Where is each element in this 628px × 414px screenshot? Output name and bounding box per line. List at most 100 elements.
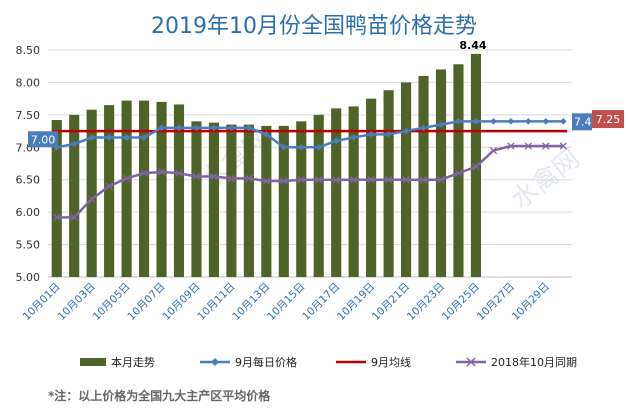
x-axis: 10月01日10月03日10月05日10月07日10月09日10月11日10月1…: [21, 281, 552, 323]
bar: [278, 125, 289, 277]
bar: [156, 101, 167, 277]
last-year-point: [524, 142, 532, 150]
last-year-point: [559, 142, 567, 150]
legend-swatch-daily: [200, 358, 230, 366]
bar: [348, 106, 359, 277]
bar-series: [51, 53, 481, 278]
last-year-point: [175, 169, 183, 177]
daily-point: [385, 131, 392, 138]
bar: [418, 75, 429, 277]
daily-point: [70, 140, 78, 148]
last-year-point: [192, 172, 201, 181]
y-tick-label: 5.00: [16, 271, 41, 284]
y-tick-label: 8.00: [16, 76, 41, 89]
last-year-point: [210, 172, 218, 181]
daily-point: [297, 143, 305, 151]
daily-line: [56, 120, 564, 149]
last-year-point: [367, 176, 375, 184]
bar: [173, 104, 185, 277]
last-year-point: [105, 182, 113, 190]
daily-point: [455, 118, 462, 125]
last-year-point: [245, 174, 253, 183]
legend-label-lastyear: 2018年10月同期: [491, 356, 577, 369]
last-year-point: [53, 213, 61, 221]
daily-point: [490, 118, 497, 125]
y-axis: 5.005.506.006.507.007.508.008.50: [16, 44, 41, 284]
last-year-point: [489, 146, 498, 155]
bar: [86, 109, 97, 277]
data-labels: 8.44 7.00 7.4 7.25: [28, 39, 624, 148]
daily-point: [158, 124, 165, 132]
daily-point: [88, 134, 95, 141]
daily-point: [402, 127, 410, 135]
daily-point: [228, 124, 235, 132]
y-tick-label: 6.00: [16, 206, 41, 219]
legend: 本月走势 9月每日价格 9月均线 2018年10月同期: [0, 354, 628, 370]
end-label: 7.4: [574, 115, 592, 128]
max-bar-label: 8.44: [459, 39, 486, 52]
daily-point: [332, 137, 340, 145]
last-year-point: [88, 195, 96, 203]
last-year-line: [56, 144, 564, 219]
bar: [139, 100, 150, 278]
footnote: *注：以上价格为全国九大主产区平均价格: [48, 389, 271, 403]
legend-item-avg: 9月均线: [336, 354, 411, 370]
legend-label-avg: 9月均线: [371, 356, 411, 369]
daily-point: [525, 118, 532, 125]
daily-point: [210, 124, 218, 132]
daily-point: [542, 118, 550, 125]
last-year-point: [122, 174, 131, 183]
last-year-point: [472, 163, 480, 171]
last-year-point: [315, 176, 323, 184]
y-tick-label: 5.50: [16, 239, 41, 252]
last-year-point: [542, 142, 550, 150]
bar: [383, 90, 394, 277]
last-year-point: [262, 177, 270, 185]
daily-point: [315, 143, 323, 151]
last-year-point: [507, 142, 515, 150]
last-year-point: [384, 176, 393, 184]
start-label: 7.00: [31, 133, 56, 146]
daily-point: [559, 118, 567, 125]
daily-point: [193, 124, 200, 132]
legend-swatch-lastyear: [456, 357, 486, 367]
legend-item-lastyear: 2018年10月同期: [456, 354, 577, 370]
y-tick-label: 7.50: [16, 109, 41, 122]
daily-point: [175, 124, 183, 132]
last-year-point: [70, 213, 78, 221]
bar: [208, 122, 219, 277]
y-tick-label: 8.50: [16, 44, 41, 57]
legend-label-bar: 本月走势: [111, 356, 155, 369]
bar: [51, 120, 62, 277]
start-label-box: [28, 131, 58, 148]
last-year-point: [227, 174, 236, 183]
daily-point: [280, 143, 288, 151]
x-tick-label: 10月29日: [510, 281, 552, 323]
legend-swatch-bar: [80, 358, 106, 366]
last-year-point: [437, 176, 445, 184]
line-series: [52, 118, 568, 221]
end-label-box: [572, 113, 592, 131]
last-year-point: [402, 176, 410, 184]
daily-point: [437, 121, 445, 128]
bar: [261, 125, 272, 277]
daily-point: [123, 134, 130, 141]
bar: [191, 121, 202, 277]
bar: [453, 64, 464, 277]
daily-point: [507, 118, 515, 125]
bar: [104, 105, 115, 277]
last-year-point: [140, 169, 148, 177]
avg-label-box: [592, 110, 624, 129]
last-year-point: [332, 176, 340, 184]
legend-item-bar: 本月走势: [80, 354, 155, 370]
daily-point: [420, 124, 427, 132]
legend-item-daily: 9月每日价格: [200, 354, 297, 370]
last-year-point: [297, 176, 305, 184]
last-year-point: [350, 176, 358, 184]
daily-point: [245, 124, 253, 132]
last-year-point: [157, 168, 166, 176]
legend-swatch-avg: [336, 360, 366, 364]
avg-label: 7.25: [596, 113, 621, 126]
